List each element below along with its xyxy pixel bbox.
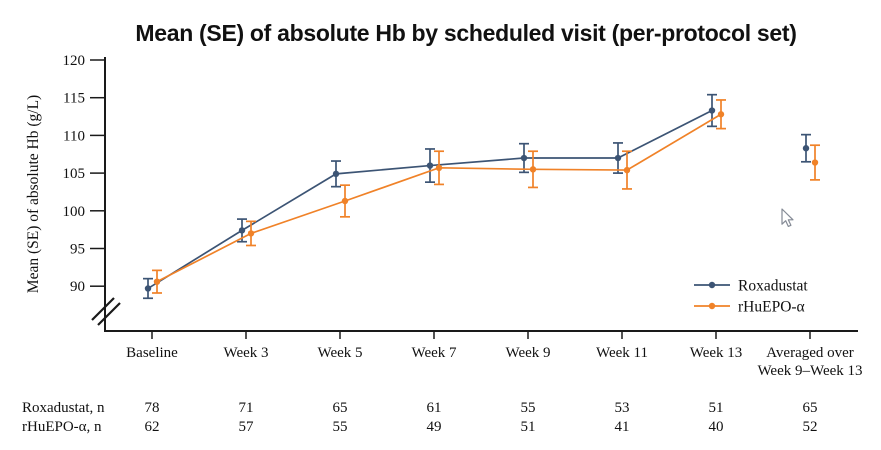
y-axis-title: Mean (SE) of absolute Hb (g/L) [25,95,42,293]
x-tick-label: Averaged over [766,345,854,361]
series-rhuepo [152,99,820,294]
count-value: 55 [521,400,536,416]
y-axis-break-icon [91,297,121,326]
count-value: 51 [709,400,724,416]
data-point-marker [153,278,161,285]
data-point-marker [435,164,443,172]
y-tick-label: 95 [70,242,85,258]
x-tick-label: Baseline [126,345,178,361]
series-line [156,113,722,283]
count-value: 62 [145,419,160,435]
data-point-marker [708,107,716,114]
data-point-marker [614,154,622,162]
y-tick-label: 115 [63,91,85,107]
y-tick-label: 90 [70,279,85,295]
counts-row-label-roxadustat: Roxadustat, n [22,400,105,416]
count-value: 55 [333,419,348,435]
data-point-marker [802,145,810,152]
count-value: 51 [521,419,536,435]
x-tick-label: Week 3 [223,345,268,361]
data-point-marker [144,285,152,292]
legend-label: rHuEPO-α [738,299,805,316]
count-value: 78 [145,400,160,416]
x-tick-label: Week 9 [505,345,550,361]
series-line [147,109,713,290]
data-point-marker [247,230,255,237]
y-tick-label: 100 [63,204,86,220]
count-value: 49 [427,419,442,435]
count-value: 53 [615,400,630,416]
x-tick-label: Week 7 [411,345,457,361]
count-value: 65 [333,400,348,416]
data-point-marker [520,154,528,162]
series-roxadustat [143,93,811,300]
data-point-marker [426,162,434,169]
counts-row-label-rhuepo: rHuEPO-α, n [22,419,102,435]
count-value: 61 [427,400,442,416]
count-value: 71 [239,400,254,416]
x-tick-label: Week 9–Week 13 [757,363,862,379]
y-tick-label: 120 [63,53,86,69]
count-value: 40 [709,419,724,435]
count-value: 57 [239,419,255,435]
count-value: 41 [615,419,630,435]
data-point-marker [332,170,340,178]
data-point-marker [341,197,349,205]
x-tick-label: Week 11 [596,345,648,361]
counts-values-layer: 78 71 65 61 55 53 51 65 62 57 55 49 51 41 40 52 [145,400,818,435]
mouse-cursor-icon [781,208,794,227]
data-point-marker [529,166,537,173]
legend: Roxadustat rHuEPO-α [694,278,808,316]
y-tick-label: 105 [63,166,86,182]
plot-series-layer: 90 95 100 105 110 115 120 Baseline Week 3 Week 5 W… [63,53,863,379]
data-point-marker [811,159,819,166]
data-point-marker [623,166,631,174]
x-tick-label: Week 5 [317,345,362,361]
x-tick-label: Week 13 [690,345,743,361]
count-value: 52 [803,419,818,435]
legend-marker [708,302,716,310]
data-point-marker [238,227,246,234]
legend-label: Roxadustat [738,278,808,295]
data-point-marker [717,111,725,118]
chart-title: Mean (SE) of absolute Hb by scheduled vi… [135,20,796,46]
y-tick-label: 110 [63,128,85,144]
count-value: 65 [803,400,818,416]
legend-marker [708,281,716,289]
